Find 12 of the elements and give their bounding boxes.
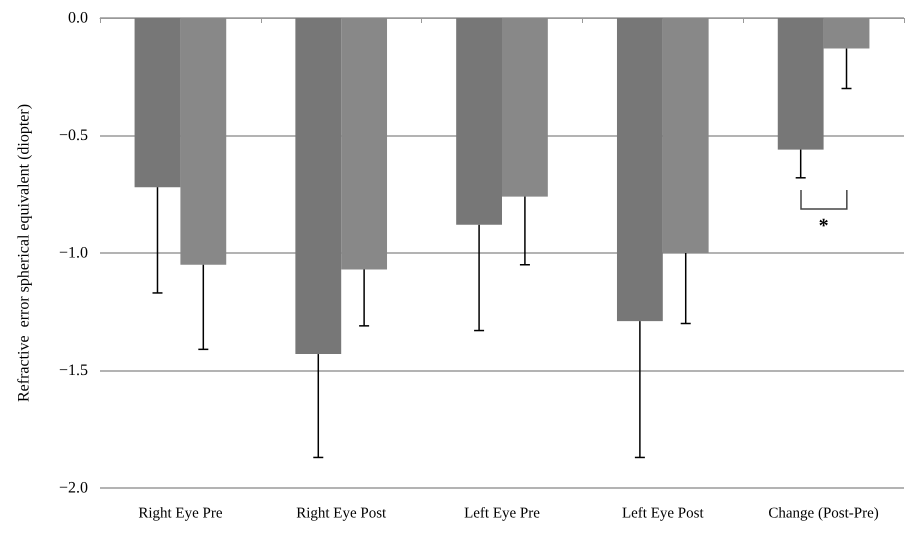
x-tick-label: Change (Post-Pre)	[768, 506, 879, 522]
y-tick-label: −1.0	[58, 244, 88, 262]
x-tick-label: Right Eye Post	[296, 506, 388, 522]
y-tick-label: −0.5	[58, 127, 88, 144]
y-tick-label: −2.0	[58, 480, 88, 496]
y-axis-title: Refractive error spherical equivalent (diopter)	[16, 104, 32, 402]
y-tick-label: 0.0	[68, 10, 88, 26]
x-tick-label: Left Eye Pre	[464, 506, 540, 522]
annotation: *	[818, 214, 829, 237]
x-tick-label: Left Eye Post	[622, 506, 704, 522]
y-tick-label: −1.5	[58, 362, 88, 379]
x-tick-label: Right Eye Pre	[138, 506, 223, 522]
